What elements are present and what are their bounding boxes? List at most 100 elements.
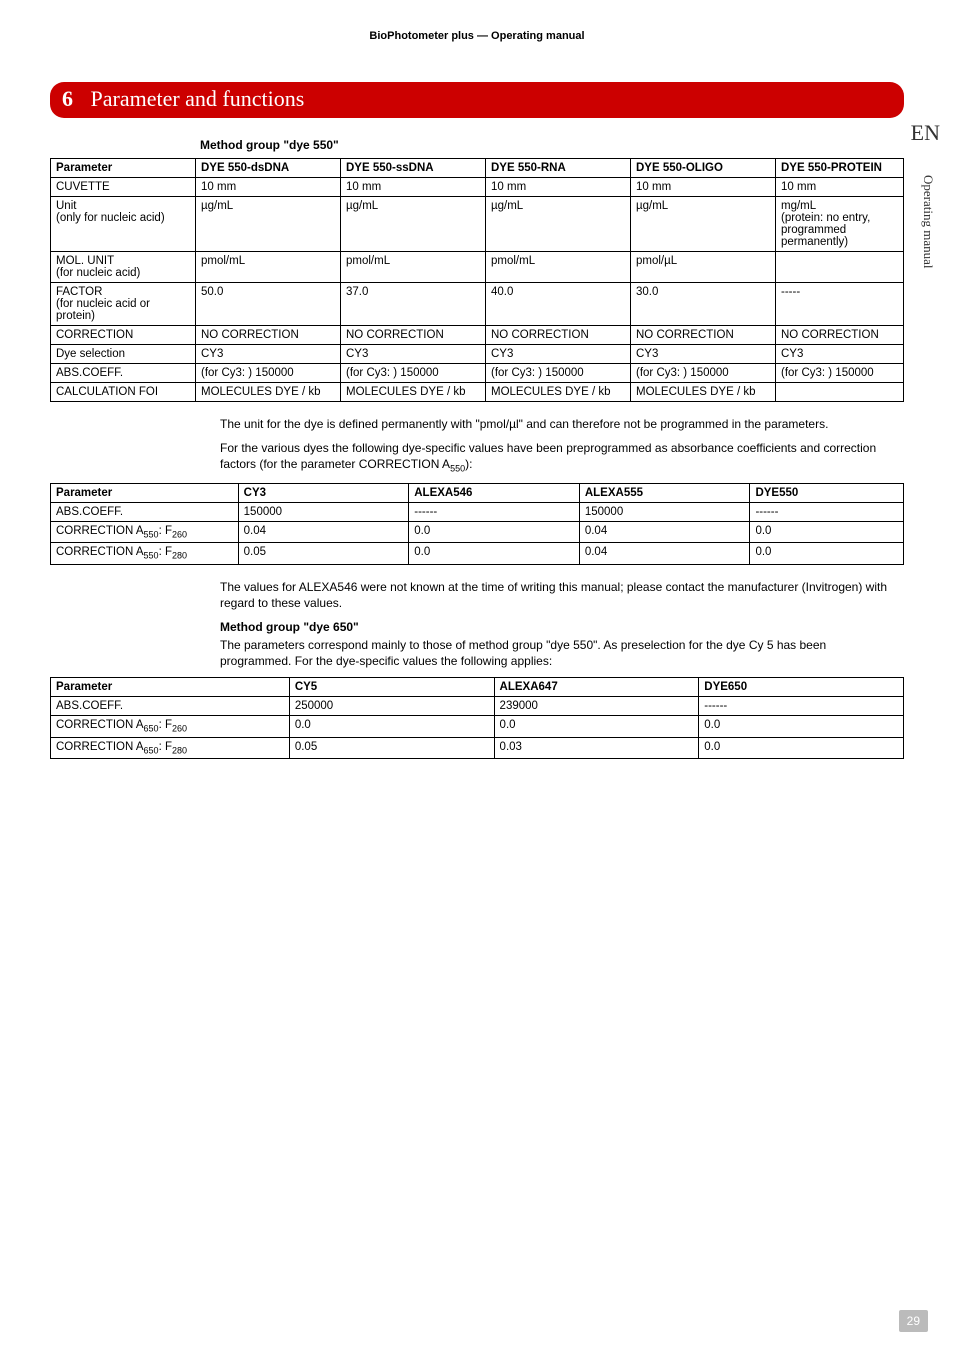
table-cell: CY3 bbox=[341, 345, 486, 364]
table-header-cell: DYE 550-PROTEIN bbox=[776, 159, 904, 178]
table-cell: 0.05 bbox=[238, 543, 409, 564]
paragraph: The parameters correspond mainly to thos… bbox=[220, 637, 894, 669]
section-title-dye650: Method group "dye 650" bbox=[220, 619, 894, 635]
table-cell: CUVETTE bbox=[51, 178, 196, 197]
table-cell: 0.0 bbox=[699, 716, 904, 737]
table-cell: MOLECULES DYE / kb bbox=[631, 383, 776, 402]
table-cell: 40.0 bbox=[486, 283, 631, 326]
table-cell: (for Cy3: ) 150000 bbox=[486, 364, 631, 383]
table-cell: µg/mL bbox=[341, 197, 486, 252]
table-cell: CORRECTION bbox=[51, 326, 196, 345]
side-label: Operating manual bbox=[920, 175, 936, 269]
table-cell: ----- bbox=[776, 283, 904, 326]
table-cell: mg/mL(protein: no entry, programmed perm… bbox=[776, 197, 904, 252]
table-cell: NO CORRECTION bbox=[486, 326, 631, 345]
table-cell: Unit(only for nucleic acid) bbox=[51, 197, 196, 252]
table-cell: 150000 bbox=[579, 502, 750, 521]
table-cell: CY3 bbox=[631, 345, 776, 364]
table-cell: 0.03 bbox=[494, 737, 699, 758]
language-badge: EN bbox=[911, 120, 940, 146]
table-cell: FACTOR(for nucleic acid or protein) bbox=[51, 283, 196, 326]
table-cell: NO CORRECTION bbox=[776, 326, 904, 345]
table-cell bbox=[776, 383, 904, 402]
table-cell: (for Cy3: ) 150000 bbox=[341, 364, 486, 383]
table-header-cell: Parameter bbox=[51, 483, 239, 502]
table-cell: pmol/mL bbox=[341, 252, 486, 283]
table-header-cell: DYE 550-RNA bbox=[486, 159, 631, 178]
table-cell: µg/mL bbox=[486, 197, 631, 252]
table-cell: (for Cy3: ) 150000 bbox=[631, 364, 776, 383]
table-cell: (for Cy3: ) 150000 bbox=[776, 364, 904, 383]
table-header-cell: ALEXA647 bbox=[494, 678, 699, 697]
table-cell: 0.04 bbox=[579, 521, 750, 542]
table-cell: 50.0 bbox=[196, 283, 341, 326]
table-cell: 239000 bbox=[494, 697, 699, 716]
table-cell: pmol/mL bbox=[486, 252, 631, 283]
text: For the various dyes the following dye-s… bbox=[220, 441, 876, 471]
table-cell: 0.04 bbox=[579, 543, 750, 564]
table-cell: 0.0 bbox=[750, 521, 904, 542]
subscript: 550 bbox=[450, 464, 465, 474]
text: ): bbox=[465, 457, 472, 471]
table-dye550-coeff: ParameterCY3ALEXA546ALEXA555DYE550 ABS.CO… bbox=[50, 483, 904, 565]
table-cell: pmol/µL bbox=[631, 252, 776, 283]
table-cell: MOLECULES DYE / kb bbox=[341, 383, 486, 402]
table-cell: ------ bbox=[409, 502, 580, 521]
table-cell: 0.0 bbox=[409, 521, 580, 542]
table-cell: 10 mm bbox=[486, 178, 631, 197]
table-cell: pmol/mL bbox=[196, 252, 341, 283]
page-number: 29 bbox=[899, 1310, 928, 1332]
table-cell: NO CORRECTION bbox=[196, 326, 341, 345]
table-cell: CORRECTION A650: F260 bbox=[51, 716, 290, 737]
table-cell: 37.0 bbox=[341, 283, 486, 326]
section-title-dye550: Method group "dye 550" bbox=[200, 138, 904, 152]
table-header-cell: DYE 550-ssDNA bbox=[341, 159, 486, 178]
table-cell: 10 mm bbox=[631, 178, 776, 197]
table-header-cell: DYE 550-dsDNA bbox=[196, 159, 341, 178]
paragraph: The values for ALEXA546 were not known a… bbox=[220, 579, 894, 611]
paragraph: The unit for the dye is defined permanen… bbox=[220, 416, 894, 432]
table-cell: 10 mm bbox=[341, 178, 486, 197]
table-cell: CALCULATION FOI bbox=[51, 383, 196, 402]
table-cell: 0.0 bbox=[289, 716, 494, 737]
table-dye550: ParameterDYE 550-dsDNADYE 550-ssDNADYE 5… bbox=[50, 158, 904, 402]
table-cell: ------ bbox=[699, 697, 904, 716]
chapter-title: Parameter and functions bbox=[91, 86, 305, 111]
table-cell: 10 mm bbox=[776, 178, 904, 197]
table-cell: CORRECTION A550: F280 bbox=[51, 543, 239, 564]
table-header-cell: Parameter bbox=[51, 159, 196, 178]
table-header-cell: DYE550 bbox=[750, 483, 904, 502]
table-cell: CY3 bbox=[196, 345, 341, 364]
table-dye650: ParameterCY5ALEXA647DYE650 ABS.COEFF.2500… bbox=[50, 677, 904, 759]
table-cell: 0.05 bbox=[289, 737, 494, 758]
table-cell: Dye selection bbox=[51, 345, 196, 364]
chapter-heading: 6 Parameter and functions bbox=[50, 82, 904, 118]
table-cell: 0.0 bbox=[750, 543, 904, 564]
table-cell: µg/mL bbox=[631, 197, 776, 252]
table-cell: 0.04 bbox=[238, 521, 409, 542]
table-cell: (for Cy3: ) 150000 bbox=[196, 364, 341, 383]
table-cell: NO CORRECTION bbox=[631, 326, 776, 345]
table-cell: CY3 bbox=[486, 345, 631, 364]
table-cell: ABS.COEFF. bbox=[51, 364, 196, 383]
table-header-cell: CY5 bbox=[289, 678, 494, 697]
chapter-number: 6 bbox=[62, 86, 73, 111]
table-cell: CY3 bbox=[776, 345, 904, 364]
table-cell: 250000 bbox=[289, 697, 494, 716]
table-header-cell: Parameter bbox=[51, 678, 290, 697]
table-cell: ------ bbox=[750, 502, 904, 521]
table-cell: ABS.COEFF. bbox=[51, 697, 290, 716]
table-cell: 30.0 bbox=[631, 283, 776, 326]
table-header-cell: DYE650 bbox=[699, 678, 904, 697]
table-header-cell: CY3 bbox=[238, 483, 409, 502]
table-header-cell: ALEXA555 bbox=[579, 483, 750, 502]
table-header-cell: DYE 550-OLIGO bbox=[631, 159, 776, 178]
table-header-cell: ALEXA546 bbox=[409, 483, 580, 502]
table-cell: 10 mm bbox=[196, 178, 341, 197]
table-cell: 0.0 bbox=[494, 716, 699, 737]
table-cell: ABS.COEFF. bbox=[51, 502, 239, 521]
table-cell: MOLECULES DYE / kb bbox=[196, 383, 341, 402]
paragraph: For the various dyes the following dye-s… bbox=[220, 440, 894, 475]
table-cell: MOLECULES DYE / kb bbox=[486, 383, 631, 402]
table-cell: 0.0 bbox=[699, 737, 904, 758]
